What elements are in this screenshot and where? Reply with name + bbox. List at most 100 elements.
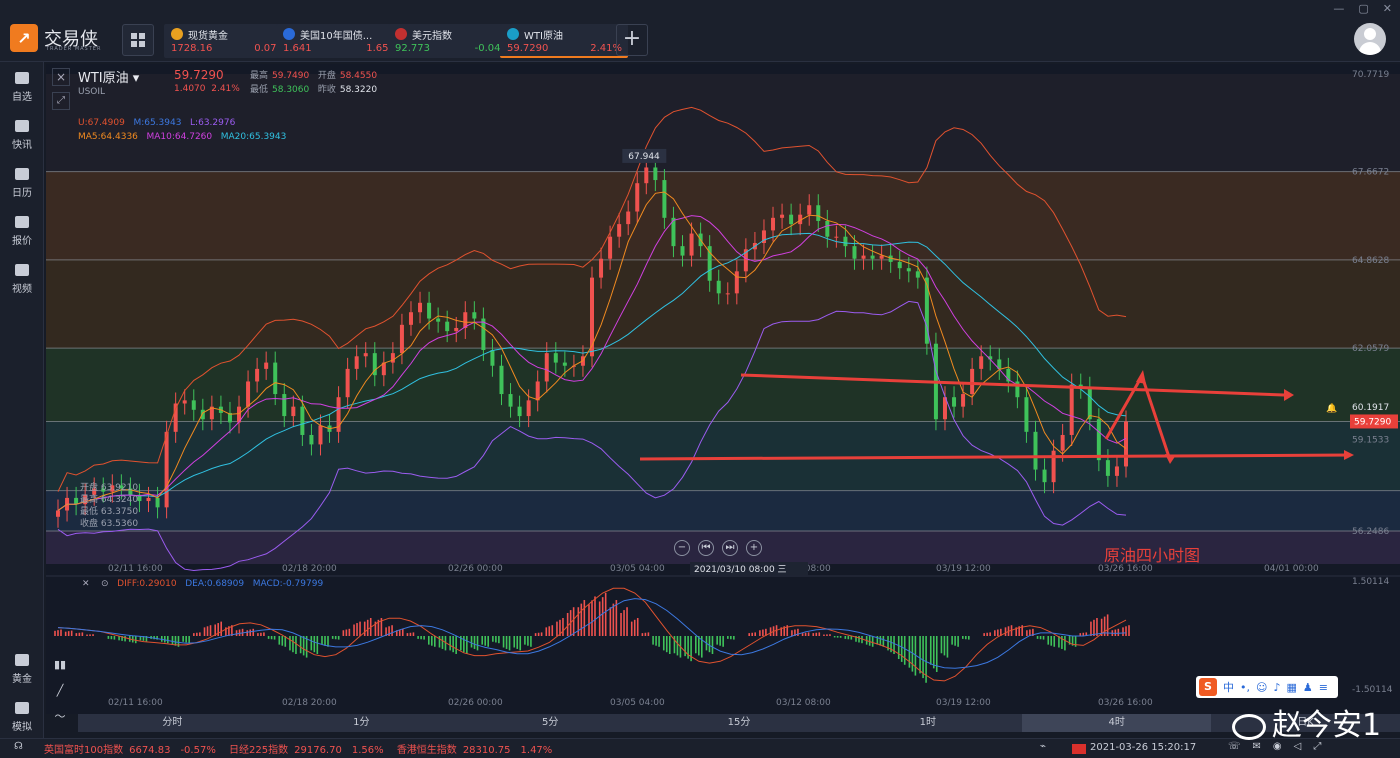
candle-body xyxy=(390,353,395,363)
cursor-time-label: 2021/03/10 08:00 三 xyxy=(694,565,787,575)
chart-type-icon[interactable]: 〜 xyxy=(54,710,66,723)
candle-body xyxy=(861,255,866,259)
zoom-in-button[interactable]: + xyxy=(746,540,762,556)
x-tick-label: 02/11 16:00 xyxy=(108,564,163,574)
macd-x-tick-label: 02/26 00:00 xyxy=(448,698,503,708)
tab-timeframe-5m[interactable]: 5分 xyxy=(541,717,559,728)
tab-timeframe-15m[interactable]: 15分 xyxy=(727,717,751,728)
draw-line-icon[interactable]: ╱ xyxy=(56,684,64,697)
candle-body xyxy=(924,277,929,344)
annotation-resistance-line xyxy=(740,373,1285,397)
candle-body xyxy=(191,400,196,410)
camera-icon[interactable]: ◉ xyxy=(1272,741,1282,752)
phone-icon[interactable]: ☏ xyxy=(1228,741,1241,752)
tab-timeframe-1m[interactable]: 1分 xyxy=(353,717,370,728)
candle-body xyxy=(499,365,504,395)
candle-body xyxy=(870,255,875,259)
sidebar-item-simulate[interactable]: 模拟 xyxy=(0,702,44,733)
candle-body xyxy=(662,180,667,218)
add-tab-button[interactable]: + xyxy=(616,24,648,56)
candle-body xyxy=(155,497,160,508)
tab-timeframe-daily[interactable]: 日K xyxy=(1297,717,1314,728)
close-chart-icon[interactable]: × xyxy=(52,68,70,86)
candle-body xyxy=(1033,431,1038,470)
ticker-name: 日经225指数 xyxy=(229,745,289,756)
symbol-header: WTI原油 ▾ USOIL xyxy=(78,71,140,97)
candle-body xyxy=(182,400,187,404)
quote-tab-dxy[interactable]: 美元指数 92.773 -0.04% xyxy=(388,24,516,58)
current-price-tag xyxy=(1350,414,1398,429)
ime-skin-icon[interactable]: ♟ xyxy=(1302,680,1313,694)
ime-keyboard-icon[interactable]: ▦ xyxy=(1286,680,1297,694)
macd-tick-label: 1.50114 xyxy=(1352,577,1389,587)
candle-body xyxy=(490,349,495,366)
headset-icon[interactable]: ☊ xyxy=(14,741,23,752)
gold-coin-icon xyxy=(171,28,183,40)
ime-mic-icon[interactable]: ♪ xyxy=(1273,680,1281,694)
ime-emoji-icon[interactable]: ☺ xyxy=(1256,680,1268,694)
scroll-start-button[interactable]: ⏮ xyxy=(698,540,714,556)
candle-body xyxy=(906,268,911,272)
quote-tab-wti[interactable]: WTI原油 59.7290 2.41% xyxy=(500,24,628,58)
sidebar-item-video[interactable]: 视频 xyxy=(0,264,44,295)
ma10-line xyxy=(57,215,1127,511)
user-avatar[interactable] xyxy=(1354,23,1386,55)
market-ticker[interactable]: 英国富时100指数 6674.83 -0.57% 日经225指数 29176.70 1.… xyxy=(44,741,562,756)
y-tick-label: 62.0579 xyxy=(1352,344,1389,354)
expand-window-icon[interactable]: ⤢ xyxy=(1313,741,1322,752)
zoom-out-button[interactable]: − xyxy=(674,540,690,556)
status-bar: ☊ 英国富时100指数 6674.83 -0.57% 日经225指数 29176.70… xyxy=(0,738,1400,758)
news-icon xyxy=(15,120,29,132)
sidebar-item-watchlist[interactable]: 自选 xyxy=(0,72,44,103)
close-macd-icon[interactable]: ✕ xyxy=(82,579,90,589)
candle-body xyxy=(354,356,359,369)
symbol-name[interactable]: WTI原油 xyxy=(78,71,129,86)
wifi-icon[interactable]: ⌁ xyxy=(1040,741,1047,752)
sidebar-item-quotes[interactable]: 报价 xyxy=(0,216,44,247)
ticker-change: -0.57% xyxy=(180,745,216,756)
tab-timeframe-4h[interactable]: 4时 xyxy=(1022,714,1212,732)
chat-icon[interactable]: ✉ xyxy=(1252,741,1261,752)
scroll-end-button[interactable]: ⏭ xyxy=(722,540,738,556)
chart-nav-buttons: − ⏮ ⏭ + xyxy=(674,540,762,556)
close-window-button[interactable]: ✕ xyxy=(1382,2,1392,15)
ime-menu-icon[interactable]: ≡ xyxy=(1318,680,1328,694)
ohlc-key: 最高 xyxy=(250,71,269,81)
change-percent: 2.41% xyxy=(211,84,240,94)
candle-body xyxy=(825,220,830,237)
sidebar-item-calendar[interactable]: 日历 xyxy=(0,168,44,199)
sogou-icon: S xyxy=(1199,678,1217,696)
tab-timeframe-1h[interactable]: 1时 xyxy=(919,717,937,728)
layout-grid-button[interactable] xyxy=(122,24,154,56)
candle-body xyxy=(146,497,151,502)
weibo-logo-icon xyxy=(1232,713,1266,740)
ime-punct-icon[interactable]: •, xyxy=(1240,680,1250,694)
minimize-button[interactable]: — xyxy=(1333,2,1345,15)
y-tick-label: 59.1533 xyxy=(1352,436,1389,446)
tab-timeframe-tick[interactable]: 分时 xyxy=(162,717,183,728)
expand-icon[interactable]: ⤢ xyxy=(52,92,70,110)
candle-body xyxy=(590,277,594,357)
sidebar-item-gold[interactable]: 黄金 xyxy=(0,654,44,685)
candlestick-chart[interactable]: 70.7719 67.6672 64.8628 62.0579 59.1533 56.24… xyxy=(46,64,1400,714)
chart-panel[interactable]: 70.7719 67.6672 64.8628 62.0579 59.1533 56.24… xyxy=(46,64,1400,714)
ma10-value: MA10:64.7260 xyxy=(146,132,213,142)
sidebar-item-news[interactable]: 快讯 xyxy=(0,120,44,151)
candle-body xyxy=(997,359,1002,369)
candle-body xyxy=(399,324,404,354)
input-method-toolbar[interactable]: S 中 •, ☺ ♪ ▦ ♟ ≡ xyxy=(1196,676,1338,698)
y-tick-label: 67.6672 xyxy=(1352,168,1389,178)
quote-tab-us10y[interactable]: 美国10年国债... 1.641 1.65% xyxy=(276,24,404,58)
candle-body xyxy=(888,255,893,262)
candle-body xyxy=(915,271,920,278)
mute-icon[interactable]: ◁ xyxy=(1293,741,1302,752)
quote-tab-gold[interactable]: 现货黄金 1728.16 0.07% xyxy=(164,24,292,58)
maximize-button[interactable]: ▢ xyxy=(1358,2,1369,15)
indicator-tool-icon[interactable]: ▮▮ xyxy=(53,658,67,671)
ime-mode[interactable]: 中 xyxy=(1223,681,1234,694)
candle-body xyxy=(798,214,803,225)
arrowhead xyxy=(1284,389,1294,401)
settings-icon[interactable]: ⊙ xyxy=(101,579,109,589)
quote-tab-name: WTI原油 xyxy=(524,31,563,42)
